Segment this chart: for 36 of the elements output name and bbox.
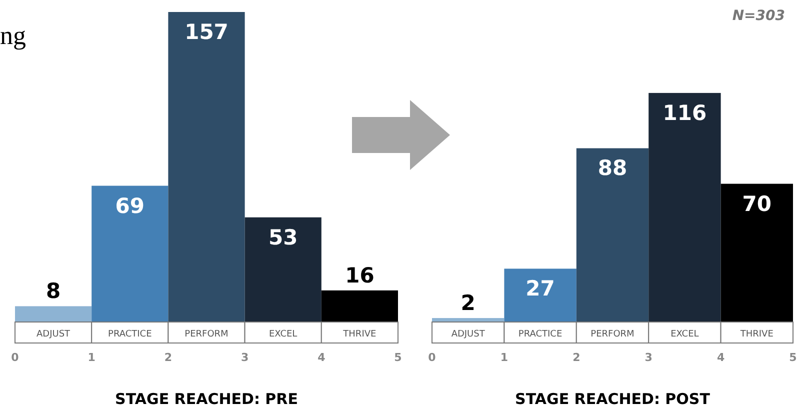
x-tick-label: PRACTICE [518,330,562,340]
data-label: 2 [460,291,476,316]
x-tick-label: THRIVE [739,330,774,340]
data-label: 157 [184,20,228,44]
x2-tick-label: 0 [428,351,436,364]
x-axis-title: STAGE REACHED: PRE [115,390,298,408]
x2-tick-label: 2 [164,351,172,364]
data-label: 69 [115,194,145,218]
annotation: ng [0,21,26,50]
data-label: 53 [268,225,298,250]
x-tick-label: EXCEL [670,330,699,340]
x-axis-title: STAGE REACHED: POST [515,390,711,408]
data-label: 27 [526,276,555,301]
x-tick-label: EXCEL [269,330,298,340]
x-tick-label: THRIVE [342,330,377,340]
data-label: 16 [345,263,374,288]
data-label: 116 [662,100,707,125]
x-tick-label: ADJUST [36,330,71,340]
x2-tick-label: 2 [572,351,580,364]
x2-tick-label: 1 [500,351,508,364]
data-label: 70 [742,192,772,216]
x2-tick-label: 5 [394,351,402,364]
x2-tick-label: 4 [318,351,326,364]
x2-tick-label: 1 [88,351,96,364]
x-tick-label: PRACTICE [108,330,152,340]
x-tick-label: PERFORM [590,330,634,340]
text: N=303 [732,8,785,24]
x2-tick-label: 3 [644,351,652,364]
x-tick-label: ADJUST [451,330,486,340]
x2-tick-label: 3 [240,351,249,364]
x2-tick-label: 0 [11,351,20,364]
x2-tick-label: 5 [789,351,797,364]
data-label: 8 [46,279,61,304]
x-tick-label: PERFORM [184,330,228,340]
data-label: 88 [598,156,628,180]
x2-tick-label: 4 [716,351,725,364]
